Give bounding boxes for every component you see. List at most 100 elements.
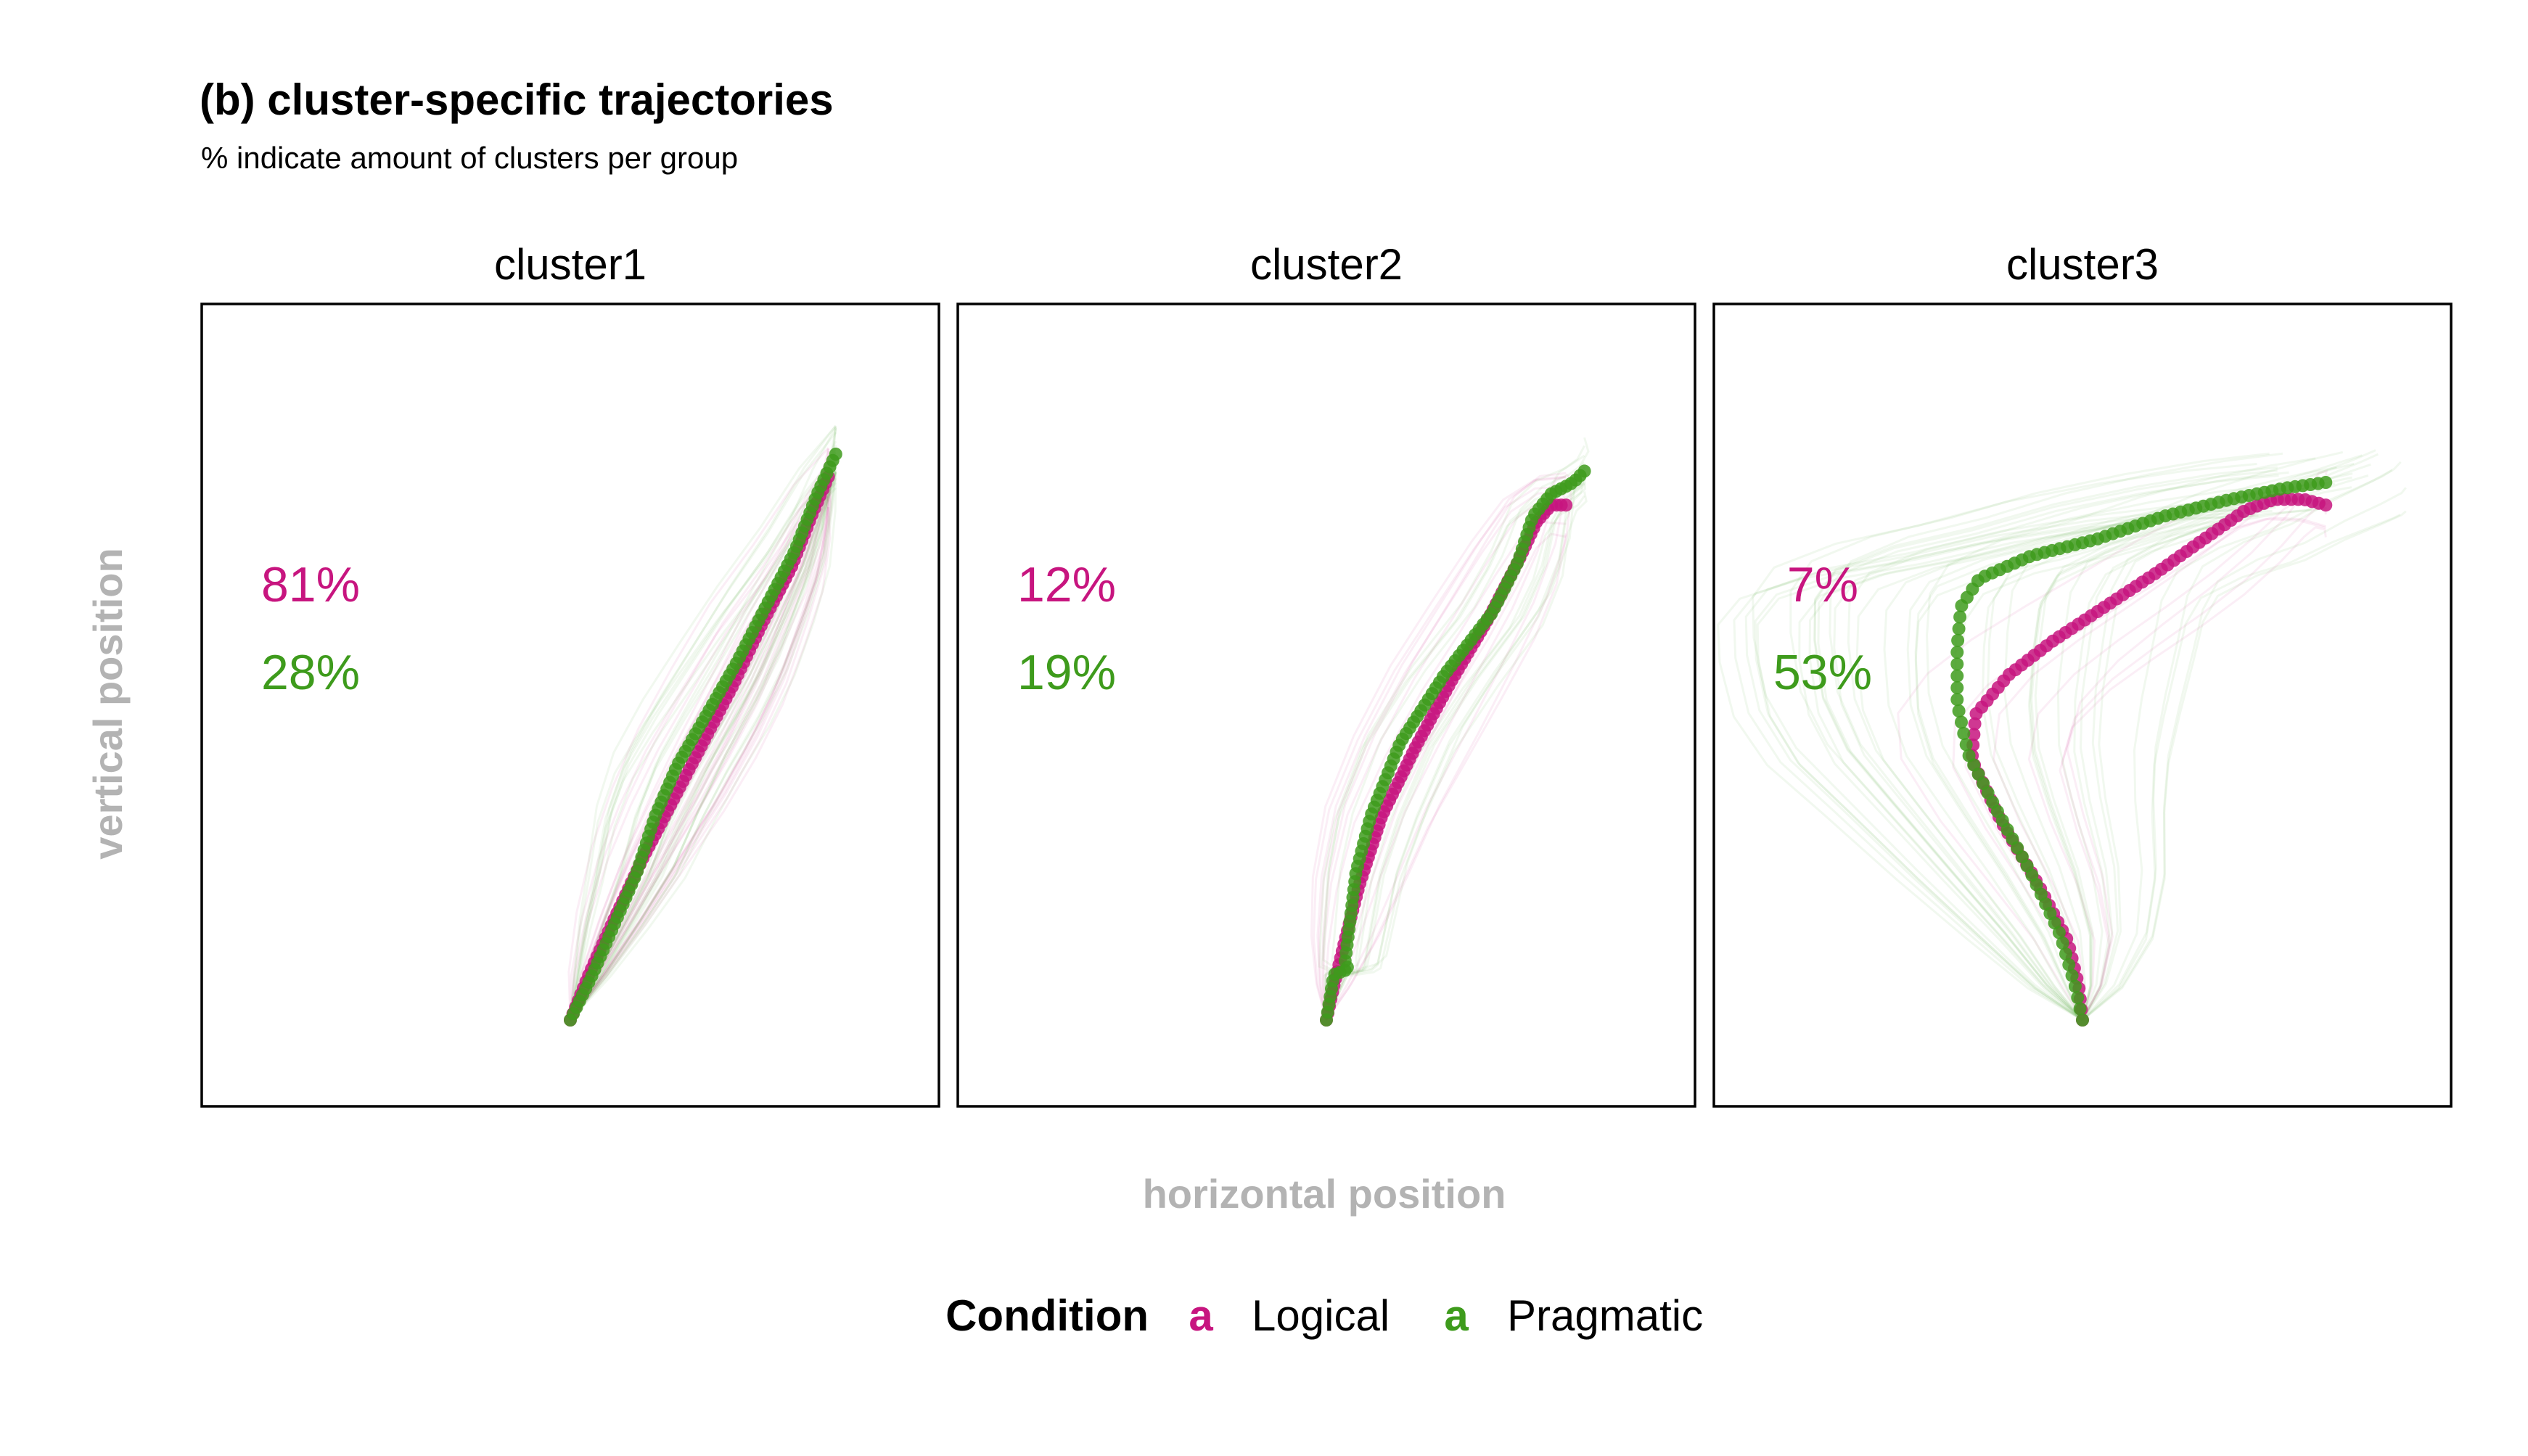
trajectory-point	[1968, 717, 1982, 731]
faint-trace	[1789, 452, 2270, 1021]
faint-trace	[569, 461, 837, 1021]
faint-trace	[569, 472, 837, 1021]
series-pragmatic	[1320, 464, 1591, 1027]
faint-trace	[1744, 499, 2255, 1021]
faint-trace	[1325, 491, 1588, 1021]
faint-trace	[2061, 506, 2327, 1021]
faint-trace	[1808, 506, 2276, 1021]
faint-trace	[2082, 510, 2407, 1021]
faint-trace	[1813, 469, 2278, 1021]
faint-trace	[1817, 474, 2279, 1021]
faint-trace	[1325, 495, 1585, 1021]
faint-trace	[1310, 477, 1567, 1021]
facet-cluster1: cluster1 81% 28%	[200, 240, 940, 1108]
faint-trace	[569, 494, 830, 1021]
faint-trace	[569, 488, 830, 1021]
faint-trace	[1325, 533, 1567, 1021]
percent-logical: 81%	[261, 557, 360, 612]
faint-trace	[1883, 488, 2302, 1021]
legend-label-pragmatic: Pragmatic	[1507, 1291, 1703, 1340]
faint-trace	[569, 475, 829, 1021]
trajectory-point	[1962, 749, 1976, 762]
legend: Condition a Logical a Pragmatic	[945, 1291, 1703, 1340]
percent-pragmatic: 53%	[1773, 645, 1872, 700]
faint-trace	[569, 506, 830, 1021]
faint-trace	[569, 454, 837, 1021]
series-pragmatic	[564, 448, 842, 1027]
faint-trace	[569, 467, 830, 1021]
faint-trace	[2081, 461, 2402, 1021]
faint-trace	[1754, 508, 2258, 1021]
faint-trace	[1322, 499, 1567, 1021]
faint-trace	[569, 424, 837, 1021]
trajectory-point	[1957, 727, 1971, 740]
faint-trace	[569, 490, 829, 1021]
trajectory-point	[2319, 498, 2333, 512]
legend-title: Condition	[945, 1291, 1149, 1340]
legend-key-logical: a	[1189, 1291, 1213, 1340]
trajectory-point	[1967, 728, 1981, 741]
faint-trace	[1986, 466, 2337, 1021]
x-axis-label: horizontal position	[1143, 1171, 1506, 1217]
faint-trace	[569, 425, 837, 1021]
panel-frame	[956, 303, 1696, 1108]
panel-frame	[200, 303, 940, 1108]
facet-cluster2: cluster2 12% 19%	[956, 240, 1696, 1108]
faint-trace	[569, 428, 837, 1021]
trajectory-point	[2068, 979, 2082, 993]
faint-trace	[569, 458, 829, 1021]
trajectory-point	[1559, 498, 1573, 512]
faint-trace	[569, 427, 837, 1021]
trajectory-point	[1953, 610, 1967, 624]
trajectory-point	[1950, 681, 1964, 694]
trajectory-point	[1950, 657, 1964, 671]
faint-trace	[1318, 491, 1567, 1021]
faint-trace	[1798, 510, 2273, 1021]
faint-trace	[2081, 469, 2393, 1021]
chart-title: (b) cluster-specific trajectories	[200, 75, 834, 124]
faint-trace	[569, 473, 837, 1021]
trajectory-point	[1951, 633, 1965, 647]
faint-trace	[1813, 466, 2278, 1021]
legend-label-logical: Logical	[1252, 1291, 1390, 1340]
faint-trace	[569, 477, 837, 1021]
faint-trace	[1325, 477, 1587, 1021]
faint-trace	[569, 491, 829, 1021]
facet-title: cluster3	[2006, 240, 2159, 289]
faint-trace	[569, 482, 837, 1021]
trajectory-point	[2059, 947, 2072, 961]
percent-pragmatic: 19%	[1017, 645, 1116, 700]
faint-trace	[1833, 484, 2285, 1021]
background-trajectories	[567, 424, 2407, 1021]
trajectory-point	[1950, 693, 1964, 707]
faint-trace	[569, 469, 837, 1021]
faint-trace	[1914, 509, 2312, 1021]
faint-trace	[2082, 514, 2401, 1021]
faint-trace	[569, 506, 832, 1021]
faint-trace	[569, 474, 830, 1021]
trajectory-point	[2065, 968, 2079, 982]
faint-trace	[569, 454, 837, 1021]
facet-cluster3: cluster3 7% 53%	[1712, 240, 2453, 1108]
faint-trace	[569, 427, 837, 1021]
trajectory-point	[1950, 646, 1964, 659]
faint-trace	[569, 432, 837, 1021]
y-axis-label: vertical position	[85, 548, 131, 859]
trajectory-point	[2062, 958, 2076, 971]
faint-trace	[1756, 514, 2259, 1021]
percent-pragmatic: 28%	[261, 645, 360, 700]
faint-trace	[1325, 466, 1587, 1021]
faint-trace	[569, 461, 829, 1021]
facet-panels: cluster1 81% 28% cluster2 12% 19% cluster3 7% 53…	[200, 240, 2453, 1108]
legend-key-pragmatic: a	[1444, 1291, 1469, 1340]
trajectory-point	[2073, 1002, 2087, 1016]
faint-trace	[2003, 451, 2344, 1021]
faint-trace	[569, 470, 837, 1021]
trajectory-point	[1952, 622, 1966, 636]
faint-trace	[1312, 485, 1567, 1021]
faint-trace	[1322, 454, 1585, 1021]
faint-trace	[569, 451, 837, 1021]
faint-trace	[569, 487, 837, 1021]
faint-trace	[569, 478, 830, 1021]
